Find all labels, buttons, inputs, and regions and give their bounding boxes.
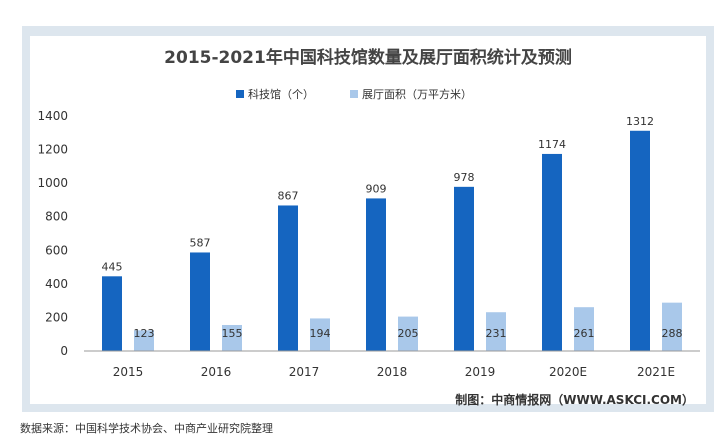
data-label-series-1: 1174 bbox=[538, 138, 566, 151]
chart-credit: 制图：中商情报网（WWW.ASKCI.COM） bbox=[455, 392, 694, 407]
data-label-series-2: 261 bbox=[574, 327, 595, 340]
x-tick-label: 2019 bbox=[465, 365, 496, 379]
bar-series-2 bbox=[486, 312, 506, 351]
data-label-series-2: 155 bbox=[222, 327, 243, 340]
bar-series-1 bbox=[454, 186, 474, 351]
bars: 445 123 587 155 867 194 909 205 978 231 1174 261 131… bbox=[102, 115, 683, 351]
source-note: 数据来源：中国科学技术协会、中商产业研究院整理 bbox=[20, 422, 273, 435]
bar-series-1 bbox=[366, 198, 386, 351]
bar-series-1 bbox=[630, 130, 650, 351]
data-label-series-2: 288 bbox=[662, 327, 683, 340]
data-label-series-2: 123 bbox=[134, 327, 155, 340]
y-tick-label: 1200 bbox=[37, 143, 68, 157]
legend-label-series-2: 展厅面积（万平方米） bbox=[362, 87, 472, 101]
y-tick-label: 600 bbox=[45, 243, 68, 257]
bar-series-1 bbox=[102, 276, 122, 351]
legend: 科技馆（个） 展厅面积（万平方米） bbox=[236, 87, 472, 101]
data-label-series-1: 1312 bbox=[626, 115, 654, 128]
bar-series-2 bbox=[574, 307, 594, 351]
data-label-series-2: 194 bbox=[310, 327, 331, 340]
data-label-series-1: 978 bbox=[454, 171, 475, 184]
y-tick-label: 400 bbox=[45, 277, 68, 291]
y-tick-label: 1000 bbox=[37, 176, 68, 190]
legend-label-series-1: 科技馆（个） bbox=[248, 87, 314, 101]
data-label-series-2: 205 bbox=[398, 327, 419, 340]
x-tick-label: 2018 bbox=[377, 365, 408, 379]
x-tick-label: 2020E bbox=[549, 365, 587, 379]
x-tick-label: 2015 bbox=[113, 365, 144, 379]
x-tick-label: 2016 bbox=[201, 365, 232, 379]
bar-series-2 bbox=[134, 330, 154, 351]
x-axis: 2015 2016 2017 2018 2019 2020E 2021E bbox=[113, 365, 675, 379]
x-tick-label: 2017 bbox=[289, 365, 320, 379]
x-tick-label: 2021E bbox=[637, 365, 675, 379]
data-label-series-1: 909 bbox=[366, 182, 387, 195]
legend-swatch-series-1 bbox=[236, 90, 244, 98]
y-tick-label: 200 bbox=[45, 310, 68, 324]
y-tick-label: 0 bbox=[60, 344, 68, 358]
legend-swatch-series-2 bbox=[350, 90, 358, 98]
bar-series-2 bbox=[222, 324, 242, 351]
bar-series-1 bbox=[190, 252, 210, 351]
y-tick-label: 1400 bbox=[37, 109, 68, 123]
chart-title: 2015-2021年中国科技馆数量及展厅面积统计及预测 bbox=[164, 47, 572, 68]
data-label-series-2: 231 bbox=[486, 327, 507, 340]
data-label-series-1: 867 bbox=[278, 189, 299, 202]
y-axis: 0 200 400 600 800 1000 1200 1400 bbox=[37, 109, 68, 358]
bar-series-1 bbox=[278, 205, 298, 351]
data-label-series-1: 587 bbox=[190, 236, 211, 249]
y-tick-label: 800 bbox=[45, 210, 68, 224]
bar-series-1 bbox=[542, 153, 562, 351]
bar-series-2 bbox=[662, 302, 682, 351]
bar-series-2 bbox=[398, 316, 418, 351]
data-label-series-1: 445 bbox=[102, 260, 123, 273]
bar-series-2 bbox=[310, 318, 330, 351]
